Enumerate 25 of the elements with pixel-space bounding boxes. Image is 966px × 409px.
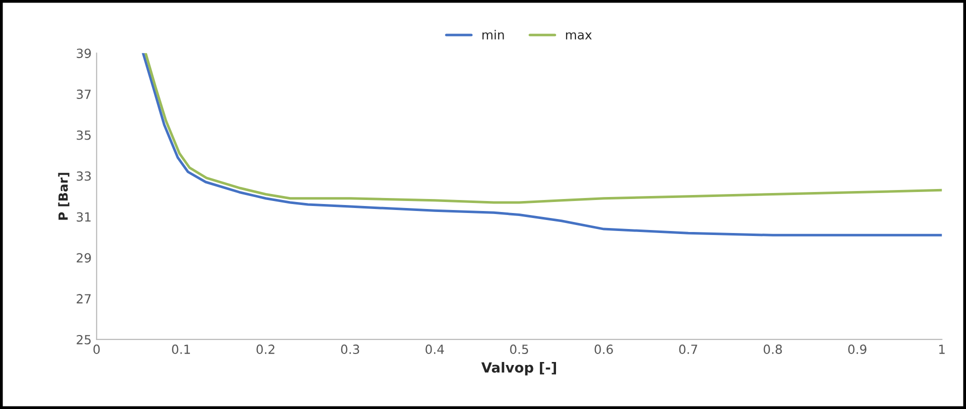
x-tick-label: 0.7 bbox=[679, 344, 698, 354]
legend-label: min bbox=[482, 30, 504, 40]
x-tick-label: 0.9 bbox=[848, 344, 866, 354]
x-tick-label: 0.8 bbox=[764, 344, 782, 354]
y-tick-label: 37 bbox=[76, 90, 91, 99]
x-tick-label: 0.2 bbox=[256, 344, 274, 354]
y-axis-title: P [Bar] bbox=[58, 172, 70, 220]
x-tick-label: 0.5 bbox=[510, 344, 528, 354]
x-tick-label: 0.4 bbox=[426, 344, 444, 354]
y-tick-label: 39 bbox=[76, 48, 91, 58]
legend-label: max bbox=[566, 32, 592, 40]
line-series bbox=[142, 53, 942, 236]
y-tick-label: 27 bbox=[76, 294, 91, 304]
y-tick-label: 33 bbox=[76, 171, 91, 181]
y-tick-label: 25 bbox=[76, 334, 91, 344]
x-tick-label: 0.1 bbox=[172, 344, 190, 354]
x-tick-label: 0 bbox=[93, 344, 100, 354]
x-tick-label: 1 bbox=[939, 344, 945, 354]
y-tick-label: 29 bbox=[76, 253, 91, 263]
x-axis-title: Valvop [-] bbox=[481, 362, 556, 376]
line-series bbox=[144, 53, 942, 204]
y-tick-label: 31 bbox=[76, 212, 91, 222]
x-tick-label: 0.3 bbox=[341, 344, 360, 354]
x-tick-label: 0.6 bbox=[594, 344, 613, 354]
y-tick-label: 35 bbox=[76, 130, 91, 140]
